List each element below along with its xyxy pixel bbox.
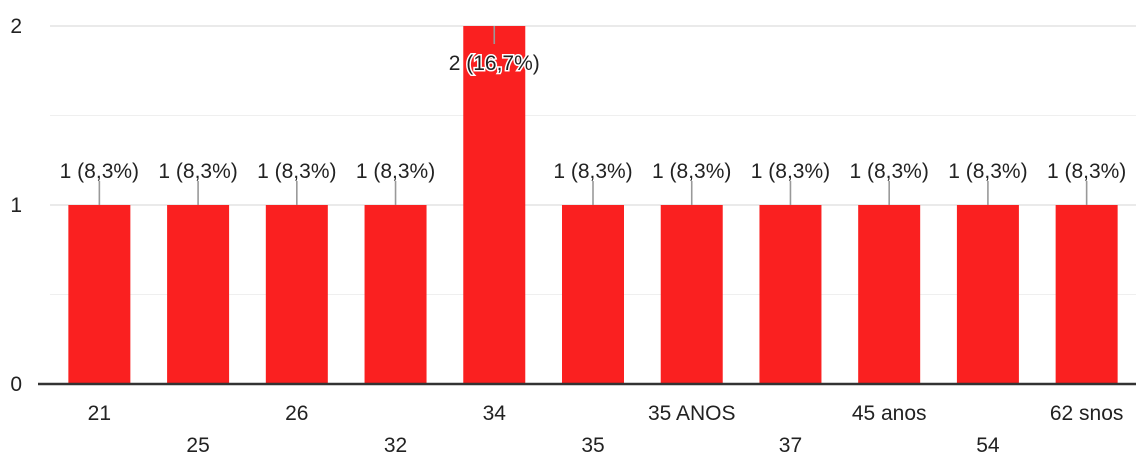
data-label: 1 (8,3%) — [257, 160, 336, 183]
x-tick-label: 35 ANOS — [648, 402, 736, 425]
bar — [1055, 205, 1118, 384]
data-label: 1 (8,3%) — [849, 160, 928, 183]
x-tick-label: 21 — [88, 402, 111, 425]
bar — [68, 205, 131, 384]
data-label: 1 (8,3%) — [751, 160, 830, 183]
data-label: 1 (8,3%) — [60, 160, 139, 183]
x-tick-label: 35 — [581, 434, 604, 456]
data-label: 1 (8,3%) — [158, 160, 237, 183]
x-axis-ticks: 21 25 26 32 34 35 35 ANOS 37 45 anos 54 62 snos — [88, 402, 1124, 456]
bar — [858, 205, 921, 384]
x-tick-label: 54 — [976, 434, 1000, 456]
data-label: 1 (8,3%) — [553, 160, 632, 183]
y-tick-label: 0 — [10, 373, 22, 396]
data-label: 1 (8,3%) — [652, 160, 731, 183]
bar — [364, 205, 427, 384]
data-label: 1 (8,3%) — [356, 160, 435, 183]
bars — [68, 26, 1118, 384]
bar — [463, 26, 526, 384]
bar — [759, 205, 822, 384]
x-tick-label: 32 — [384, 434, 407, 456]
y-axis-ticks: 0 1 2 — [10, 15, 22, 396]
data-label: 2 (16,7%) — [449, 52, 540, 75]
x-tick-label: 37 — [779, 434, 802, 456]
y-tick-label: 1 — [10, 194, 22, 217]
x-tick-label: 26 — [285, 402, 308, 425]
bar — [265, 205, 328, 384]
x-tick-label: 45 anos — [852, 402, 927, 425]
data-label: 1 (8,3%) — [948, 160, 1027, 183]
data-label: 1 (8,3%) — [1047, 160, 1126, 183]
data-labels: 1 (8,3%) 1 (8,3%) 1 (8,3%) 1 (8,3%) 2 (16,7%… — [60, 26, 1126, 205]
bar — [956, 205, 1019, 384]
y-tick-label: 2 — [10, 15, 22, 38]
bar — [167, 205, 230, 384]
x-tick-label: 62 snos — [1050, 402, 1124, 425]
bar — [660, 205, 723, 384]
bar — [562, 205, 624, 384]
x-tick-label: 34 — [483, 402, 507, 425]
x-tick-label: 25 — [186, 434, 209, 456]
